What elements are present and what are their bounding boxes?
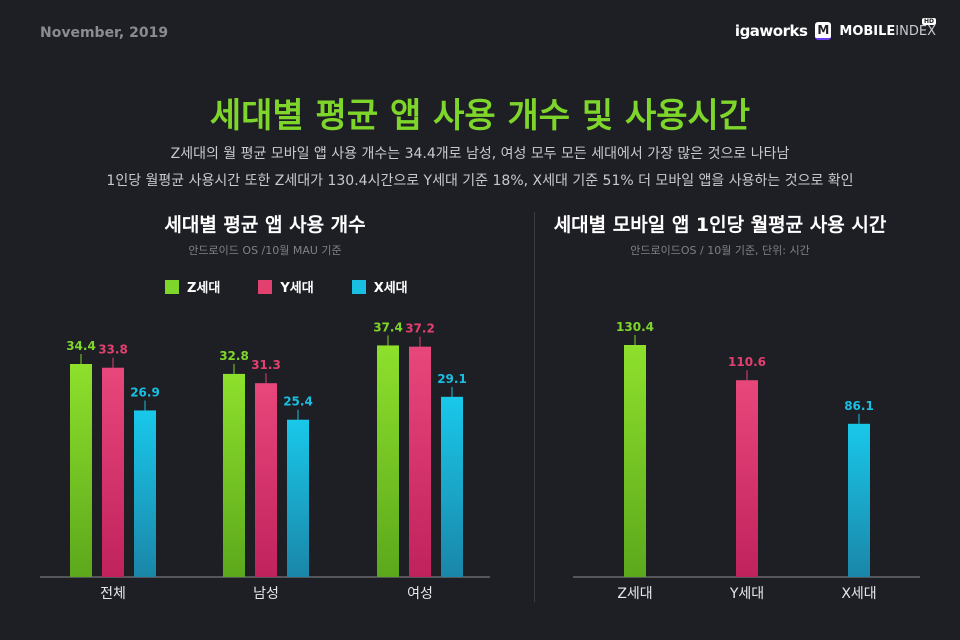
- bar-남성-Z세대-label: 32.8: [219, 349, 249, 363]
- x-tick-label-남성: 남성: [253, 586, 279, 602]
- legend-item-y: Y세대: [258, 277, 314, 296]
- igaworks-logo: igaworks: [734, 22, 808, 40]
- mobileindex-m-icon: M: [815, 22, 832, 40]
- bar-time-Z세대-label: 130.4: [616, 320, 654, 334]
- page-title: 세대별 평균 앱 사용 개수 및 사용시간: [209, 96, 751, 136]
- bar-남성-X세대-label: 25.4: [283, 395, 313, 409]
- bar-time-Y세대-label: 110.6: [728, 355, 766, 369]
- bar-전체-X세대: [134, 410, 156, 577]
- bar-전체-Y세대: [102, 367, 124, 577]
- bar-남성-X세대: [287, 419, 309, 577]
- bar-전체-X세대-label: 26.9: [130, 385, 160, 399]
- subtitle-line-2: 1인당 월평균 사용시간 또한 Z세대가 130.4시간으로 Y세대 기준 18…: [106, 173, 854, 189]
- bar-여성-X세대-label: 29.1: [437, 372, 467, 386]
- legend-swatch: [165, 279, 179, 294]
- bar-여성-Z세대-label: 37.4: [373, 320, 403, 334]
- x-tick-label-X세대: X세대: [841, 586, 876, 602]
- bar-전체-Z세대: [70, 364, 92, 577]
- brand-logos: igaworks M MOBILEINDEX HD: [734, 18, 936, 40]
- bar-time-Z세대: [624, 345, 646, 577]
- bar-time-X세대: [848, 423, 870, 577]
- legend-swatch: [258, 279, 273, 294]
- right-chart-title: 세대별 모바일 앱 1인당 월평균 사용 시간: [553, 214, 887, 236]
- bar-전체-Y세대-label: 33.8: [98, 343, 128, 357]
- legend-swatch: [351, 279, 366, 294]
- subtitle-line-1: Z세대의 월 평균 모바일 앱 사용 개수는 34.4개로 남성, 여성 모두 …: [170, 146, 790, 162]
- bar-time-X세대-label: 86.1: [844, 399, 874, 413]
- report-date: November, 2019: [40, 25, 169, 41]
- bar-전체-Z세대-label: 34.4: [66, 339, 96, 353]
- legend-item-z: Z세대: [165, 277, 220, 296]
- bar-남성-Y세대: [255, 383, 277, 577]
- legend-item-x: X세대: [351, 277, 408, 296]
- x-tick-label-여성: 여성: [407, 586, 433, 602]
- legend: Z세대 Y세대 X세대: [165, 277, 408, 296]
- chart-divider: [534, 212, 535, 602]
- mobileindex-logo: MOBILEINDEX: [839, 23, 936, 39]
- left-chart-note: 안드로이드 OS /10월 MAU 기준: [188, 244, 342, 257]
- bar-여성-X세대: [441, 396, 463, 577]
- bar-time-Y세대: [736, 380, 758, 577]
- bar-남성-Y세대-label: 31.3: [251, 358, 281, 372]
- bar-여성-Z세대: [377, 345, 399, 577]
- x-tick-label-Y세대: Y세대: [729, 586, 764, 602]
- bar-여성-Y세대-label: 37.2: [405, 322, 435, 336]
- left-chart-title: 세대별 평균 앱 사용 개수: [164, 214, 366, 236]
- hd-badge: HD: [921, 18, 936, 25]
- bar-여성-Y세대: [409, 346, 431, 577]
- x-tick-label-Z세대: Z세대: [617, 586, 652, 602]
- bar-남성-Z세대: [223, 373, 245, 577]
- x-tick-label-전체: 전체: [100, 586, 126, 602]
- right-chart-note: 안드로이드OS / 10월 기준, 단위: 시간: [630, 244, 810, 257]
